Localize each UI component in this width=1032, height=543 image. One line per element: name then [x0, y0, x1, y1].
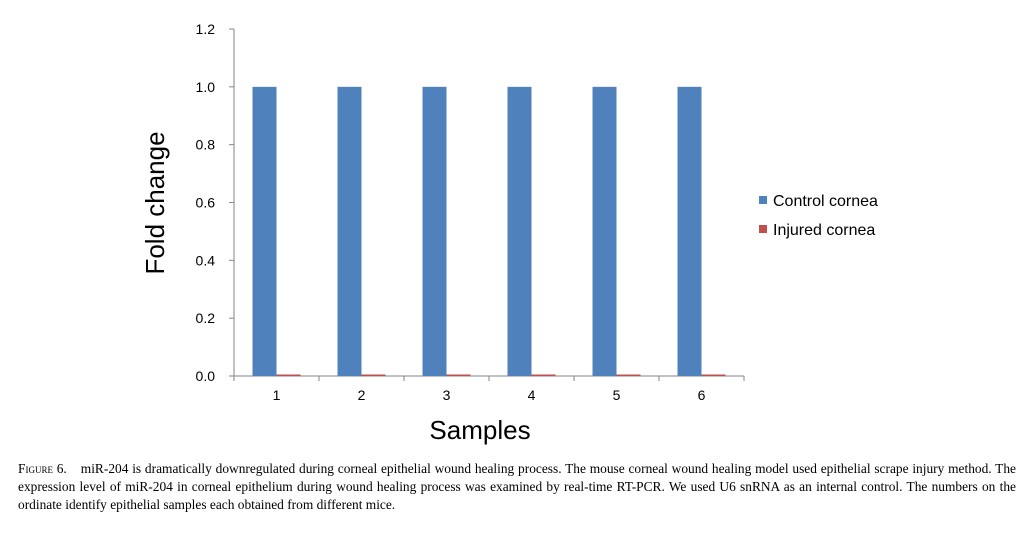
bar-injured-2 — [361, 374, 386, 376]
bars — [252, 86, 726, 376]
bar-injured-1 — [276, 374, 301, 376]
y-axis: 0.0 0.2 0.4 0.6 0.8 1.0 1.2 — [196, 21, 235, 384]
bar-control-5 — [592, 86, 617, 376]
y-axis-title: Fold change — [140, 131, 170, 274]
y-tick-label: 1.2 — [196, 21, 216, 37]
x-tick-label: 1 — [273, 387, 281, 403]
x-tick-label: 3 — [443, 387, 451, 403]
legend-swatch — [759, 225, 767, 233]
bar-control-2 — [337, 86, 362, 376]
legend-swatch — [759, 196, 767, 204]
bar-injured-4 — [531, 374, 556, 376]
y-tick-label: 0.8 — [196, 137, 216, 153]
bar-injured-5 — [616, 374, 641, 376]
bar-chart: 0.0 0.2 0.4 0.6 0.8 1.0 1.2 1 2 3 4 5 6 Fold change… — [140, 21, 878, 445]
bar-injured-3 — [446, 374, 471, 376]
y-tick-label: 1.0 — [196, 79, 216, 95]
bar-control-1 — [252, 86, 277, 376]
caption-text: miR-204 is dramatically downregulated du… — [18, 461, 1016, 512]
bar-control-6 — [677, 86, 702, 376]
legend: Control cornea Injured cornea — [759, 193, 878, 239]
x-tick-label: 5 — [613, 387, 621, 403]
x-axis: 1 2 3 4 5 6 — [233, 375, 745, 403]
x-tick-label: 2 — [358, 387, 366, 403]
legend-label: Control cornea — [773, 193, 878, 210]
bar-control-4 — [507, 86, 532, 376]
y-tick-label: 0.6 — [196, 195, 216, 211]
bar-injured-6 — [701, 374, 726, 376]
x-axis-title: Samples — [429, 415, 530, 445]
legend-label: Injured cornea — [773, 222, 875, 239]
figure-label: Figure 6. — [18, 461, 67, 476]
y-tick-label: 0.4 — [196, 252, 216, 268]
x-tick-label: 4 — [528, 387, 536, 403]
y-tick-label: 0.0 — [196, 368, 216, 384]
x-tick-label: 6 — [698, 387, 706, 403]
bar-control-3 — [422, 86, 447, 376]
figure-caption: Figure 6. miR-204 is dramatically downreg… — [18, 460, 1016, 514]
y-tick-label: 0.2 — [196, 310, 216, 326]
